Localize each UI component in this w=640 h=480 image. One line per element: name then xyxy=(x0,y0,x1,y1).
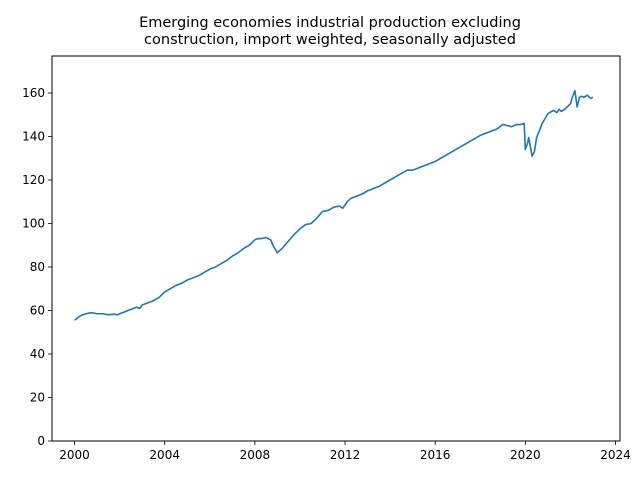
x-tick-label: 2004 xyxy=(149,448,180,462)
series-line xyxy=(74,90,594,321)
y-tick-label: 60 xyxy=(30,303,45,317)
y-tick-label: 80 xyxy=(30,260,45,274)
plot-area-frame xyxy=(51,55,621,442)
y-tick-label: 120 xyxy=(22,173,45,187)
x-tick-label: 2024 xyxy=(600,448,631,462)
y-tick-label: 20 xyxy=(30,390,45,404)
y-axis-ticks: 0 20 40 60 80 100 120 140 160 xyxy=(22,86,52,448)
y-tick-label: 140 xyxy=(22,129,45,143)
y-tick-label: 0 xyxy=(37,434,45,448)
x-axis-ticks: 2000 2004 2008 2012 2016 2020 2024 xyxy=(59,441,631,462)
x-tick-label: 2020 xyxy=(510,448,541,462)
chart-title-line-2: construction, import weighted, seasonall… xyxy=(144,32,516,48)
x-tick-label: 2012 xyxy=(330,448,361,462)
x-tick-label: 2000 xyxy=(59,448,90,462)
x-tick-label: 2008 xyxy=(240,448,271,462)
x-tick-label: 2016 xyxy=(420,448,451,462)
y-tick-label: 160 xyxy=(22,86,45,100)
y-tick-label: 40 xyxy=(30,347,45,361)
chart-title-line-1: Emerging economies industrial production… xyxy=(139,15,521,31)
y-tick-label: 100 xyxy=(22,216,45,230)
